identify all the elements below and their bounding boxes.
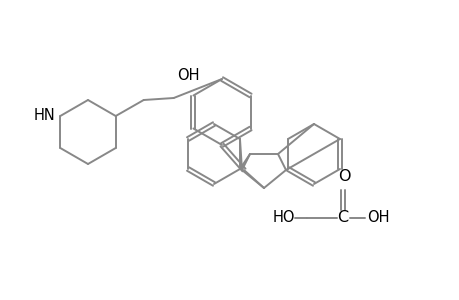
Text: HN: HN: [34, 107, 55, 122]
Text: O: O: [337, 169, 349, 184]
Text: C: C: [337, 211, 348, 226]
Text: OH: OH: [366, 211, 389, 226]
Text: OH: OH: [176, 68, 199, 83]
Text: HO: HO: [272, 211, 294, 226]
